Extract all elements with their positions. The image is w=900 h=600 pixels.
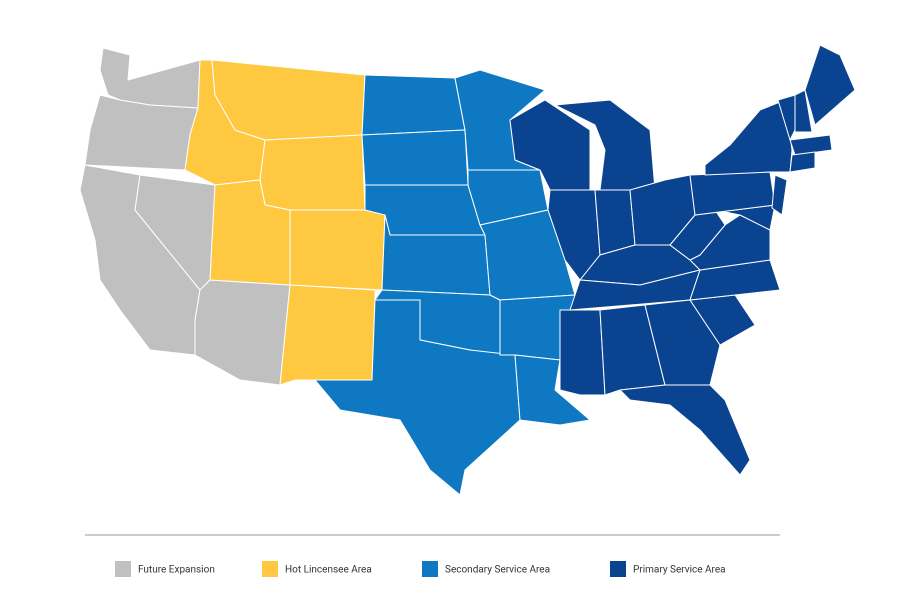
state-ny — [704, 99, 793, 176]
state-ct — [789, 151, 816, 173]
state-sd — [361, 129, 469, 186]
legend: Future Expansion Hot Lincensee Area Second… — [115, 561, 726, 577]
state-nj — [771, 174, 788, 216]
legend-label: Secondary Service Area — [445, 565, 550, 576]
state-tx — [314, 299, 521, 496]
hot-licensee-states — [184, 59, 386, 386]
state-fl — [619, 384, 751, 476]
secondary-service-states — [314, 69, 591, 496]
state-co — [289, 209, 386, 291]
legend-swatch — [115, 561, 131, 577]
state-nd — [361, 74, 466, 136]
legend-label: Future Expansion — [138, 565, 215, 576]
state-me — [804, 44, 856, 126]
state-wy — [259, 134, 366, 211]
legend-swatch — [262, 561, 278, 577]
state-nh — [794, 89, 813, 133]
legend-swatch — [610, 561, 626, 577]
legend-swatch — [422, 561, 438, 577]
legend-label: Hot Lincensee Area — [285, 565, 372, 576]
state-nc — [689, 259, 781, 301]
state-ma — [789, 134, 833, 156]
primary-service-states — [509, 44, 856, 476]
state-in — [594, 189, 636, 256]
future-expansion-states — [79, 47, 291, 386]
state-ms — [559, 309, 606, 396]
legend-label: Primary Service Area — [633, 565, 726, 576]
state-nm — [279, 284, 376, 386]
state-ga — [644, 299, 721, 386]
